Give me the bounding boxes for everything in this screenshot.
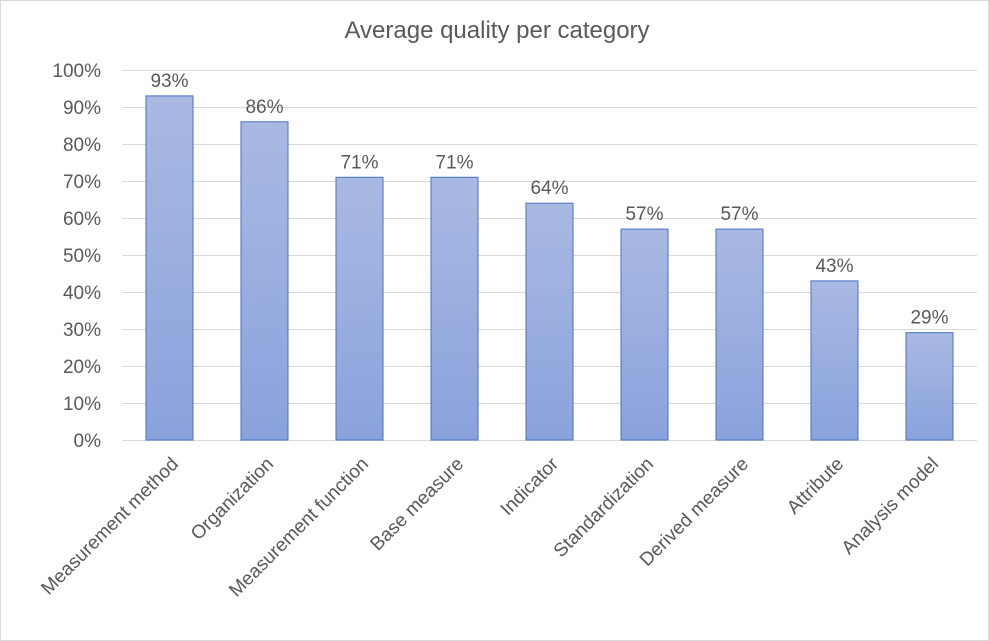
- category-label: Measurement method: [37, 454, 183, 600]
- y-tick-label: 30%: [63, 320, 101, 341]
- y-tick-label: 70%: [63, 172, 101, 193]
- category-label: Base measure: [367, 454, 468, 555]
- y-tick-label: 50%: [63, 246, 101, 267]
- y-tick-label: 100%: [52, 61, 101, 82]
- chart-title: Average quality per category: [344, 17, 649, 44]
- x-axis-categories: Measurement method OrganizationMeasuremen…: [37, 453, 943, 601]
- bar: [240, 121, 289, 441]
- category-label: Standardization: [550, 454, 658, 562]
- data-label: 64%: [530, 178, 568, 199]
- bar: [810, 280, 859, 441]
- y-tick-label: 0%: [74, 431, 102, 452]
- bar: [430, 176, 479, 441]
- data-label: 57%: [625, 204, 663, 225]
- category-label: Attribute: [783, 454, 848, 519]
- y-tick-label: 60%: [63, 209, 101, 230]
- bars: [145, 95, 954, 441]
- y-tick-label: 40%: [63, 283, 101, 304]
- y-tick-label: 20%: [63, 357, 101, 378]
- category-label: Indicator: [497, 453, 564, 520]
- bar: [145, 95, 194, 441]
- bar: [905, 332, 954, 441]
- data-label: 71%: [435, 152, 473, 173]
- data-label: 43%: [815, 256, 853, 277]
- data-label: 71%: [340, 152, 378, 173]
- data-label: 93%: [150, 71, 188, 92]
- y-tick-label: 80%: [63, 135, 101, 156]
- bar: [715, 228, 764, 441]
- data-label: 29%: [910, 308, 948, 329]
- data-label: 86%: [245, 97, 283, 118]
- y-tick-label: 90%: [63, 98, 101, 119]
- category-label: Analysis model: [838, 454, 943, 559]
- y-axis-ticks: 0% 10% 20% 30% 40% 50% 60% 70% 80% 90% 100%: [52, 61, 101, 452]
- bar: [335, 176, 384, 441]
- data-labels: 93% 86% 71% 71% 64% 57% 57% 43% 29%: [150, 71, 948, 329]
- data-label: 57%: [720, 204, 758, 225]
- bar: [525, 202, 574, 441]
- category-label: Organization: [187, 454, 278, 545]
- bar: [620, 228, 669, 441]
- y-tick-label: 10%: [63, 394, 101, 415]
